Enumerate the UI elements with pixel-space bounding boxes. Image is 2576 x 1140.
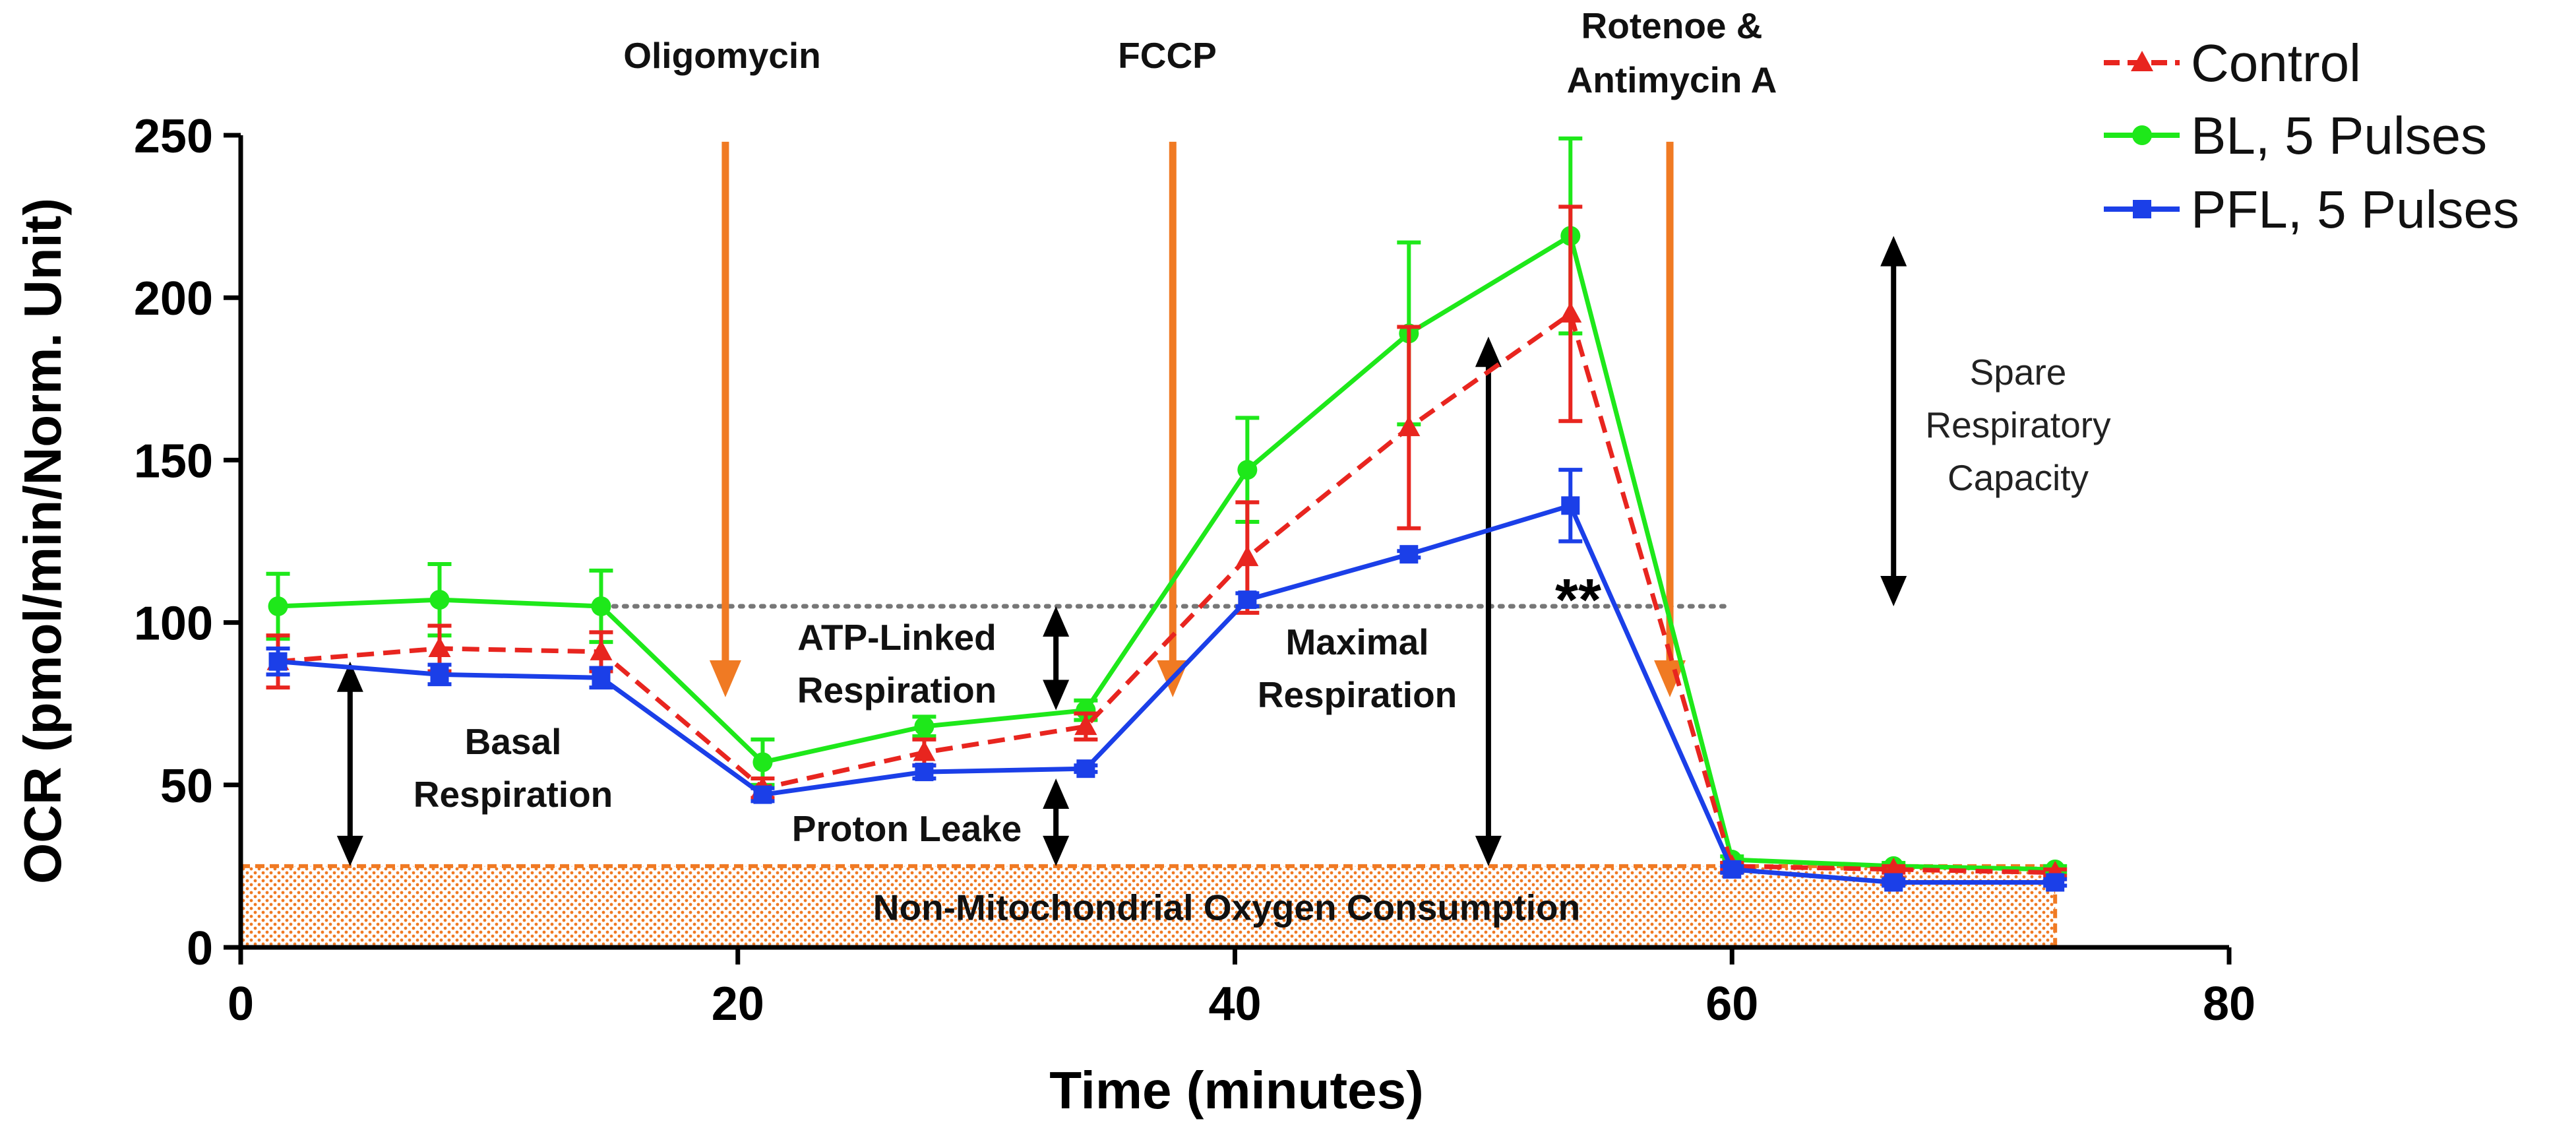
annotation-layer: Basal Respiration ATP-Linked Respiration Pro… xyxy=(414,352,2111,849)
data-point xyxy=(1559,301,1582,323)
y-tick-label: 150 xyxy=(134,435,213,488)
injection-arrowhead xyxy=(709,660,741,697)
x-tick-label: 0 xyxy=(228,978,254,1030)
data-point xyxy=(1076,759,1095,778)
bracket-maximal-head-top xyxy=(1475,336,1502,367)
axes xyxy=(238,135,2229,950)
x-tick-label: 20 xyxy=(712,978,764,1030)
data-point xyxy=(1399,545,1419,564)
basal-respiration-text: Basal xyxy=(465,721,562,762)
bracket-basal-head-top xyxy=(336,661,363,692)
injection-label: FCCP xyxy=(1118,35,1217,76)
basal-respiration-text: Respiration xyxy=(414,774,613,815)
x-tick-label: 40 xyxy=(1208,978,1261,1030)
injection-label: Antimycin A xyxy=(1567,59,1777,100)
injection-arrows: Oligomycin FCCP Rotenoe & Antimycin A xyxy=(623,5,1777,697)
atp-linked-respiration-text: ATP-Linked xyxy=(797,617,996,658)
tick-layer: 0 20 40 60 80 0 50 100 150 200 250 xyxy=(134,110,2255,1030)
x-tick-label: 60 xyxy=(1705,978,1758,1030)
legend-swatch-marker xyxy=(2133,200,2151,218)
significance-stars-text: ** xyxy=(1555,567,1601,633)
maximal-respiration-text: Respiration xyxy=(1258,674,1457,715)
data-point xyxy=(1723,860,1742,879)
data-point xyxy=(915,763,934,782)
series-bl-5-pulses xyxy=(266,136,2068,879)
bracket-spare-capacity-head-bottom xyxy=(1880,575,1907,606)
spare-respiratory-capacity-text: Capacity xyxy=(1947,457,2089,498)
data-point xyxy=(753,785,772,804)
data-point xyxy=(430,665,449,684)
maximal-respiration-text: Maximal xyxy=(1285,621,1428,662)
legend-label: PFL, 5 Pulses xyxy=(2191,180,2519,239)
bracket-proton-leak-head-top xyxy=(1043,778,1070,809)
data-point xyxy=(752,752,773,773)
data-point xyxy=(914,716,935,737)
series-pfl-5-pulses xyxy=(266,468,2068,892)
data-point xyxy=(268,652,288,671)
bracket-maximal-head-bottom xyxy=(1475,835,1502,866)
data-point xyxy=(1236,546,1259,567)
legend-label: BL, 5 Pulses xyxy=(2191,106,2487,165)
bracket-proton-leak-head-bottom xyxy=(1043,835,1070,866)
y-tick-label: 50 xyxy=(160,760,213,813)
data-point xyxy=(429,590,450,610)
injection-label: Oligomycin xyxy=(623,35,821,76)
y-tick-label: 0 xyxy=(187,922,213,975)
y-tick-label: 100 xyxy=(134,598,213,650)
data-point xyxy=(1237,460,1258,480)
legend: Control BL, 5 Pulses PFL, 5 Pulses xyxy=(2104,34,2519,239)
data-point xyxy=(1238,590,1257,610)
atp-linked-respiration-text: Respiration xyxy=(797,670,997,711)
data-point xyxy=(913,740,936,761)
series-line xyxy=(278,503,2056,885)
data-point xyxy=(1397,416,1421,437)
data-point xyxy=(1882,857,1905,878)
data-point xyxy=(1561,496,1580,515)
series-line xyxy=(278,311,2056,875)
y-tick-label: 250 xyxy=(134,110,213,163)
injection-arrowhead xyxy=(1654,660,1686,697)
y-tick-label: 200 xyxy=(134,272,213,325)
data-point xyxy=(591,596,611,616)
legend-swatch-marker xyxy=(2131,51,2153,71)
spare-respiratory-capacity-text: Respiratory xyxy=(1925,404,2111,445)
x-tick-label: 80 xyxy=(2203,978,2255,1030)
legend-swatch-marker xyxy=(2132,125,2152,145)
injection-label: Rotenoe & xyxy=(1581,5,1763,46)
data-point xyxy=(592,668,611,687)
proton-leak-text: Proton Leake xyxy=(792,808,1022,849)
y-axis-title: OCR (pmol/min/Norm. Unit) xyxy=(13,198,72,884)
non-mito-label: Non-Mitochondrial Oxygen Consumption xyxy=(873,887,1580,928)
bracket-arrows xyxy=(336,236,1907,866)
series-line xyxy=(278,234,2056,872)
data-point xyxy=(1074,714,1097,736)
spare-respiratory-capacity-text: Spare xyxy=(1970,352,2067,393)
legend-label: Control xyxy=(2191,34,2361,92)
data-point xyxy=(428,636,451,657)
data-point xyxy=(1884,873,1903,892)
data-point xyxy=(268,596,288,616)
bracket-basal-head-bottom xyxy=(336,835,363,866)
series-layer xyxy=(266,136,2068,892)
x-axis-title: Time (minutes) xyxy=(1049,1061,1424,1120)
bracket-spare-capacity-head-top xyxy=(1880,236,1907,267)
bracket-atp-linked-head-bottom xyxy=(1043,680,1070,711)
data-point xyxy=(2046,873,2065,892)
bracket-atp-linked-head-top xyxy=(1043,606,1070,637)
data-point xyxy=(590,639,613,660)
